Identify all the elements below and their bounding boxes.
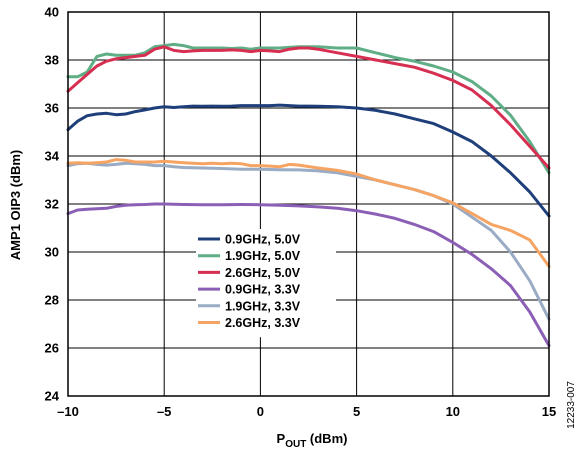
y-axis-label: AMP1 OIP3 (dBm)	[8, 150, 23, 261]
series-line	[66, 158, 551, 268]
series-line	[66, 103, 551, 218]
series-line	[66, 42, 551, 175]
series-lines	[66, 42, 551, 348]
x-tick-label: 15	[542, 404, 556, 419]
series-line	[66, 45, 551, 170]
y-tick-label: 24	[45, 389, 60, 404]
y-tick-labels: 24 26 28 30 32 34 36 38 40	[45, 5, 60, 404]
legend-label: 2.6GHz, 5.0V	[225, 266, 301, 280]
legend-label: 0.9GHz, 5.0V	[225, 233, 301, 247]
y-tick-label: 38	[45, 53, 59, 68]
y-tick-label: 30	[45, 245, 59, 260]
x-axis-label: POUT (dBm)	[277, 431, 348, 450]
figure-id: 12233-007	[566, 381, 577, 429]
x-axis-label-main: P	[277, 431, 286, 446]
y-tick-label: 34	[45, 149, 60, 164]
legend-label: 1.9GHz, 5.0V	[225, 249, 301, 263]
x-tick-label: –10	[57, 404, 79, 419]
x-axis-label-unit: (dBm)	[306, 431, 347, 446]
x-axis-label-sub: OUT	[285, 439, 306, 450]
y-tick-label: 40	[45, 5, 59, 20]
legend-label: 1.9GHz, 3.3V	[225, 299, 301, 313]
legend-background	[196, 229, 336, 338]
x-tick-label: 5	[353, 404, 360, 419]
y-tick-label: 26	[45, 341, 59, 356]
x-tick-label: 10	[446, 404, 460, 419]
x-tick-label: 0	[257, 404, 264, 419]
legend-label: 2.6GHz, 3.3V	[225, 316, 301, 330]
y-tick-label: 32	[45, 197, 59, 212]
x-tick-labels: –10 –5 0 5 10 15	[57, 404, 556, 419]
plot-frame	[67, 11, 550, 397]
legend-label: 0.9GHz, 3.3V	[225, 283, 301, 297]
series-line	[66, 202, 551, 348]
y-tick-label: 28	[45, 293, 59, 308]
y-tick-label: 36	[45, 101, 59, 116]
legend: 0.9GHz, 5.0V 1.9GHz, 5.0V 2.6GHz, 5.0V 0.9G…	[196, 229, 336, 338]
x-tick-label: –5	[157, 404, 171, 419]
